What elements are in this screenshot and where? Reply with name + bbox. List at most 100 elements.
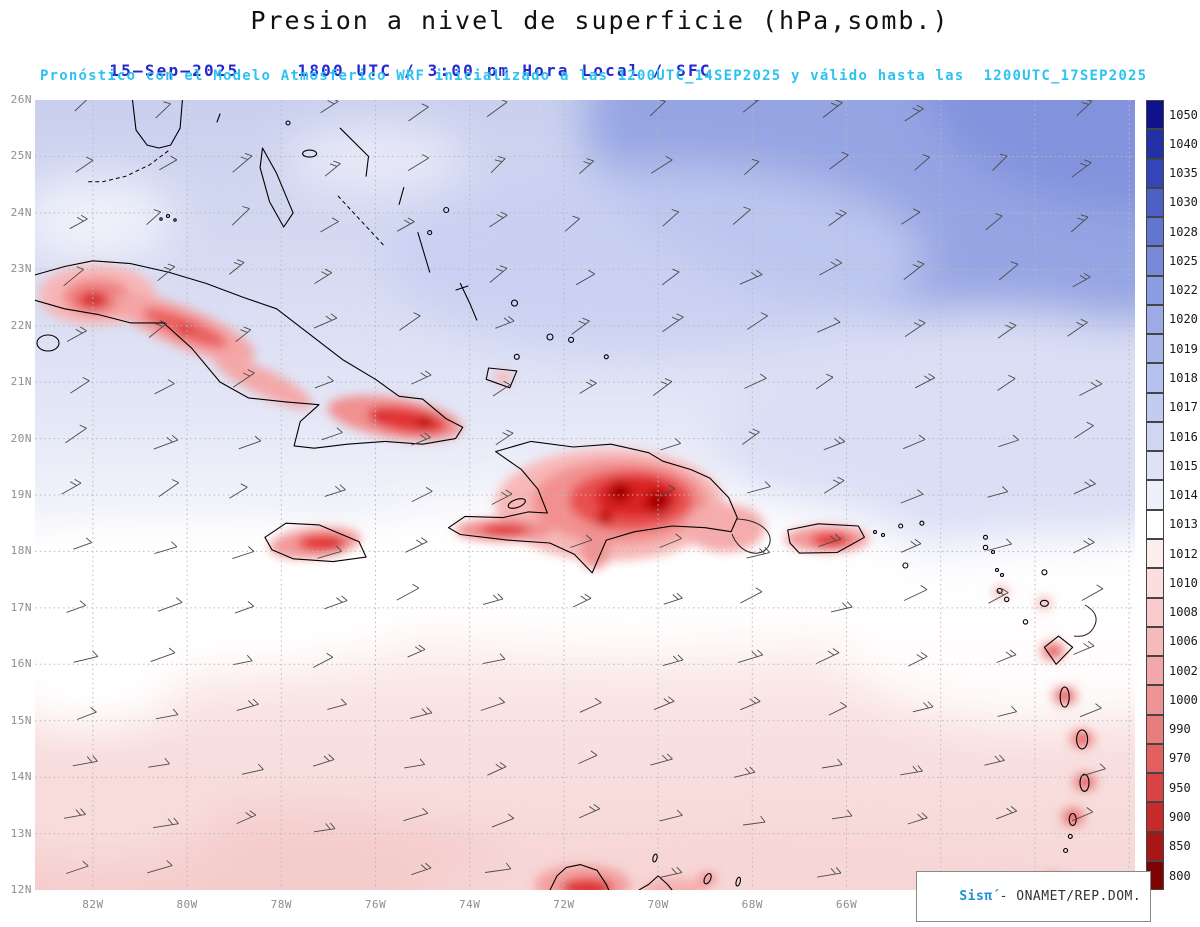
wind-barb [485, 862, 512, 873]
wind-barb [324, 595, 348, 610]
forecast-line: Pronóstico con el Modelo Atmósferico WRF… [40, 68, 1148, 84]
wind-barb [740, 696, 761, 711]
colorbar-row: 1006 [1146, 626, 1198, 657]
wind-barb [327, 698, 347, 710]
wind-barb [997, 374, 1016, 391]
wind-barb [900, 489, 924, 504]
wind-barb [63, 266, 84, 287]
colorbar-label: 900 [1169, 810, 1191, 824]
colorbar-row: 1018 [1146, 363, 1198, 393]
colorbar-label: 1025 [1169, 253, 1198, 268]
lat-tick-label: 15N [10, 713, 32, 727]
wind-barb [907, 812, 928, 825]
wind-barb [987, 486, 1009, 498]
colorbar-row: 850 [1146, 831, 1198, 861]
wind-barb [313, 822, 336, 833]
wind-barb [66, 860, 89, 874]
wind-barb [234, 601, 255, 614]
puerto-rico-coastline [787, 523, 865, 554]
wind-barb [1079, 703, 1102, 718]
colorbar-cell [1146, 626, 1164, 657]
wind-barb [404, 758, 426, 769]
wind-barb [480, 697, 505, 711]
wind-barb [992, 153, 1008, 171]
wind-barb [984, 754, 1005, 766]
wind-barb [1072, 807, 1094, 822]
wind-barb [320, 100, 339, 114]
wind-barb [828, 209, 847, 227]
wind-barb [317, 545, 343, 559]
colorbar-row: 1035 [1146, 158, 1198, 188]
wind-barb [822, 100, 843, 118]
wind-barb [914, 154, 930, 171]
colorbar-row: 1013 [1146, 509, 1198, 539]
wind-barb [660, 438, 681, 451]
low-pressure-shading [39, 265, 1098, 890]
attribution-text: - ONAMET/REP.DOM. [999, 889, 1142, 904]
lat-tick-label: 17N [10, 600, 32, 614]
lesser-antilles-islands [872, 520, 1090, 890]
colorbar-label: 950 [1169, 780, 1191, 795]
wind-barb [411, 862, 432, 876]
lat-tick-label: 16N [10, 657, 32, 671]
colorbar-row: 1017 [1146, 392, 1198, 422]
wind-barb [492, 380, 511, 397]
wind-barb [661, 268, 680, 286]
wind-barb [482, 653, 506, 665]
colorbar-label: 1050 [1169, 107, 1198, 122]
wind-barb [396, 217, 415, 232]
wind-barb [656, 484, 676, 500]
colorbar-cell [1146, 275, 1164, 305]
wind-barb [314, 375, 334, 389]
wind-barb [235, 326, 252, 343]
colorbar-cell [1146, 656, 1164, 686]
wind-barb [732, 206, 751, 225]
colorbar-label: 1028 [1169, 224, 1198, 239]
wind-barb [662, 209, 680, 227]
grid-lines [35, 100, 1135, 890]
date-label: 15–Sep–2025 [109, 61, 240, 80]
colorbar-cell [1146, 538, 1164, 569]
wind-barb [579, 158, 594, 175]
wind-barb [75, 156, 94, 173]
wind-barb [69, 214, 88, 230]
wind-barb [312, 754, 335, 767]
wind-barb [320, 217, 339, 233]
wind-barb [737, 649, 764, 664]
wind-barb [233, 654, 253, 666]
colorbar-label: 970 [1169, 751, 1191, 766]
wind-barb [650, 156, 673, 174]
colorbar-row: 1015 [1146, 451, 1198, 481]
colorbar-cell [1146, 568, 1164, 598]
wind-barb [148, 757, 170, 768]
wind-barb [396, 583, 420, 601]
wind-barb [746, 481, 771, 494]
colorbar-cell [1146, 509, 1164, 539]
wind-barb [64, 808, 86, 819]
wind-barb [579, 379, 597, 394]
wind-barb [662, 313, 684, 333]
wind-barb [743, 815, 766, 826]
wind-barb [659, 809, 683, 822]
lon-tick-label: 80W [176, 898, 198, 911]
colorbar-label: 1040 [1169, 136, 1198, 151]
lat-tick-label: 25N [10, 149, 32, 163]
wind-barb [324, 484, 346, 497]
wind-barb [410, 707, 433, 719]
lon-tick-label: 66W [835, 898, 858, 911]
wind-barb [70, 376, 90, 394]
lat-tick-label: 13N [10, 826, 32, 840]
colorbar-row: 1008 [1146, 597, 1198, 627]
colorbar-label: 1030 [1169, 195, 1198, 210]
wind-barb [76, 707, 97, 720]
wind-barb [403, 807, 429, 822]
cuba-coastline [35, 260, 464, 449]
wind-barb [153, 434, 179, 450]
wind-barb [408, 103, 429, 122]
wind-barb [578, 750, 598, 765]
wind-barb [1072, 272, 1091, 288]
wind-barb [74, 100, 88, 112]
wind-barb [232, 369, 255, 388]
wind-barb [988, 588, 1009, 604]
colorbar-label: 1018 [1169, 371, 1198, 386]
